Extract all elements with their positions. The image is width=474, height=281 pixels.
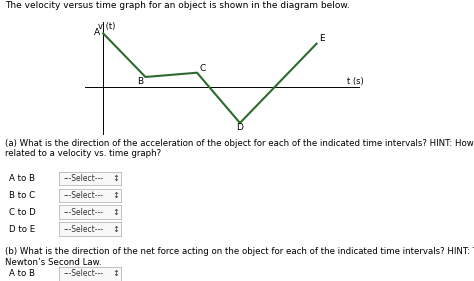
Text: ↕: ↕: [112, 269, 119, 278]
Text: B to C: B to C: [9, 191, 36, 200]
Text: ↕: ↕: [112, 208, 119, 217]
Text: (b) What is the direction of the net force acting on the object for each of the : (b) What is the direction of the net for…: [5, 247, 474, 267]
Text: The velocity versus time graph for an object is shown in the diagram below.: The velocity versus time graph for an ob…: [5, 1, 349, 10]
Text: D: D: [237, 123, 244, 132]
Text: A: A: [94, 28, 100, 37]
Text: D to E: D to E: [9, 225, 36, 234]
Text: A to B: A to B: [9, 174, 36, 183]
Text: ↕: ↕: [112, 191, 119, 200]
Text: ---Select---: ---Select---: [64, 208, 103, 217]
Text: ---Select---: ---Select---: [64, 174, 103, 183]
Text: C to D: C to D: [9, 208, 36, 217]
Text: B: B: [137, 77, 143, 86]
Text: (a) What is the direction of the acceleration of the object for each of the indi: (a) What is the direction of the acceler…: [5, 139, 474, 158]
Text: E: E: [319, 34, 325, 43]
Text: ↕: ↕: [112, 225, 119, 234]
Text: v (t): v (t): [98, 22, 116, 31]
Text: ---Select---: ---Select---: [64, 225, 103, 234]
Text: t (s): t (s): [347, 77, 364, 86]
Text: ---Select---: ---Select---: [64, 191, 103, 200]
Text: A to B: A to B: [9, 269, 36, 278]
Text: C: C: [199, 64, 205, 73]
Text: ↕: ↕: [112, 174, 119, 183]
Text: ---Select---: ---Select---: [64, 269, 103, 278]
